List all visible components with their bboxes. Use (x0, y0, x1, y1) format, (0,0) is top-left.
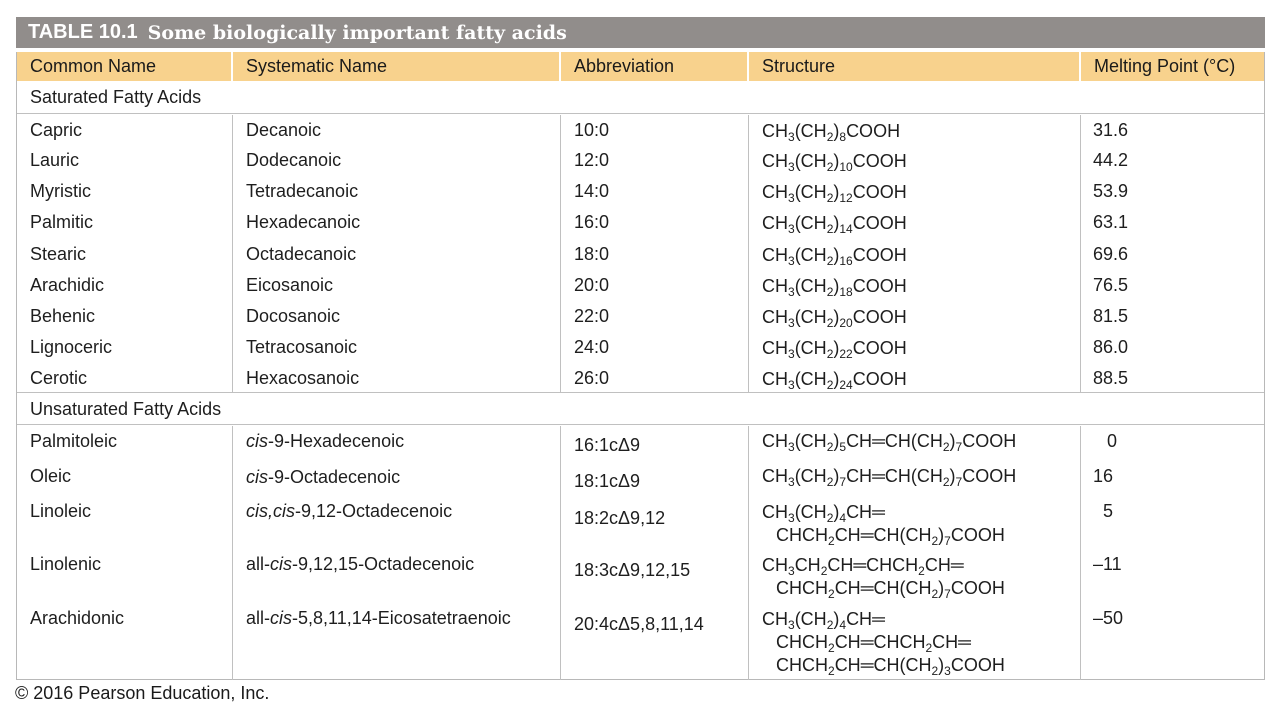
header-abbreviation: Abbreviation (561, 52, 747, 81)
header-structure: Structure (749, 52, 1079, 81)
melting-point: 88.5 (1093, 368, 1129, 388)
systematic-name: Octadecanoic (246, 244, 357, 264)
table-title: Some biologically important fatty acids (147, 21, 567, 44)
abbreviation: 14:0 (574, 181, 610, 201)
abbreviation: 18:2cΔ9,12 (574, 508, 666, 528)
systematic-name: Docosanoic (246, 306, 341, 326)
common-name: Stearic (30, 244, 87, 264)
systematic-name: Tetradecanoic (246, 181, 359, 201)
column-divider (232, 426, 233, 680)
systematic-name: cis,cis-9,12-Octadecenoic (246, 501, 453, 521)
common-name: Linoleic (30, 501, 92, 521)
abbreviation: 16:0 (574, 212, 610, 232)
column-divider (1080, 115, 1081, 392)
systematic-name: all-cis-9,12,15-Octadecenoic (246, 554, 475, 574)
systematic-name: Hexacosanoic (246, 368, 360, 388)
structure: CH3(CH2)20COOH (762, 307, 907, 330)
common-name: Lauric (30, 150, 80, 170)
abbreviation: 18:0 (574, 244, 610, 264)
abbreviation: 18:1cΔ9 (574, 471, 641, 491)
melting-point: –11 (1093, 554, 1122, 574)
melting-point: 69.6 (1093, 244, 1129, 264)
common-name: Behenic (30, 306, 96, 326)
abbreviation: 10:0 (574, 120, 610, 140)
systematic-name: Decanoic (246, 120, 322, 140)
column-divider (232, 115, 233, 392)
fatty-acids-table: Common Name Systematic Name Abbreviation… (16, 52, 1265, 680)
abbreviation: 16:1cΔ9 (574, 435, 641, 455)
systematic-name: cis-9-Hexadecenoic (246, 431, 405, 451)
abbreviation: 20:0 (574, 275, 610, 295)
structure: CH3(CH2)4CH═ CHCH2CH═CH(CH2)7COOH (762, 502, 1005, 548)
table-title-bar: TABLE 10.1 Some biologically important f… (16, 17, 1265, 48)
common-name: Arachidic (30, 275, 105, 295)
melting-point: 0 (1107, 431, 1118, 451)
abbreviation: 20:4cΔ5,8,11,14 (574, 614, 704, 634)
column-divider (560, 426, 561, 680)
common-name: Myristic (30, 181, 91, 201)
copyright-footer: © 2016 Pearson Education, Inc. (15, 683, 270, 703)
melting-point: 86.0 (1093, 337, 1129, 357)
structure: CH3(CH2)10COOH (762, 151, 907, 174)
header-row: Common Name Systematic Name Abbreviation… (17, 52, 1264, 81)
column-divider (748, 426, 749, 680)
abbreviation: 26:0 (574, 368, 610, 388)
melting-point: –50 (1093, 608, 1124, 628)
melting-point: 31.6 (1093, 120, 1129, 140)
abbreviation: 12:0 (574, 150, 610, 170)
abbreviation: 22:0 (574, 306, 610, 326)
common-name: Oleic (30, 466, 72, 486)
table-number: TABLE 10.1 (28, 21, 138, 43)
common-name: Palmitoleic (30, 431, 118, 451)
column-divider (748, 115, 749, 392)
systematic-name: Hexadecanoic (246, 212, 361, 232)
common-name: Capric (30, 120, 83, 140)
abbreviation: 18:3cΔ9,12,15 (574, 560, 691, 580)
section-saturated: Saturated Fatty Acids (17, 81, 1264, 114)
common-name: Palmitic (30, 212, 94, 232)
column-divider (560, 115, 561, 392)
common-name: Cerotic (30, 368, 88, 388)
abbreviation: 24:0 (574, 337, 610, 357)
structure: CH3(CH2)5CH═CH(CH2)7COOH (762, 431, 1017, 454)
structure: CH3(CH2)4CH═ CHCH2CH═CHCH2CH═ CHCH2CH═CH… (762, 609, 1005, 678)
structure: CH3CH2CH═CHCH2CH═ CHCH2CH═CH(CH2)7COOH (762, 555, 1005, 601)
systematic-name: Eicosanoic (246, 275, 334, 295)
common-name: Linolenic (30, 554, 102, 574)
melting-point: 81.5 (1093, 306, 1129, 326)
systematic-name: Dodecanoic (246, 150, 342, 170)
common-name: Arachidonic (30, 608, 125, 628)
melting-point: 5 (1103, 501, 1114, 521)
melting-point: 76.5 (1093, 275, 1129, 295)
common-name: Lignoceric (30, 337, 113, 357)
structure: CH3(CH2)16COOH (762, 245, 907, 268)
melting-point: 44.2 (1093, 150, 1129, 170)
structure: CH3(CH2)22COOH (762, 338, 907, 361)
column-divider (1080, 426, 1081, 680)
melting-point: 63.1 (1093, 212, 1129, 232)
melting-point: 16 (1093, 466, 1114, 486)
header-common-name: Common Name (17, 52, 231, 81)
structure: CH3(CH2)7CH═CH(CH2)7COOH (762, 466, 1017, 489)
melting-point: 53.9 (1093, 181, 1129, 201)
systematic-name: cis-9-Octadecenoic (246, 467, 401, 487)
structure: CH3(CH2)8COOH (762, 121, 901, 144)
structure: CH3(CH2)18COOH (762, 276, 907, 299)
systematic-name: all-cis-5,8,11,14-Eicosatetraenoic (246, 608, 511, 628)
structure: CH3(CH2)24COOH (762, 369, 907, 392)
header-melting-point: Melting Point (°C) (1081, 52, 1264, 81)
structure: CH3(CH2)12COOH (762, 182, 907, 205)
structure: CH3(CH2)14COOH (762, 213, 907, 236)
header-systematic-name: Systematic Name (233, 52, 559, 81)
section-unsaturated: Unsaturated Fatty Acids (17, 392, 1264, 425)
systematic-name: Tetracosanoic (246, 337, 358, 357)
